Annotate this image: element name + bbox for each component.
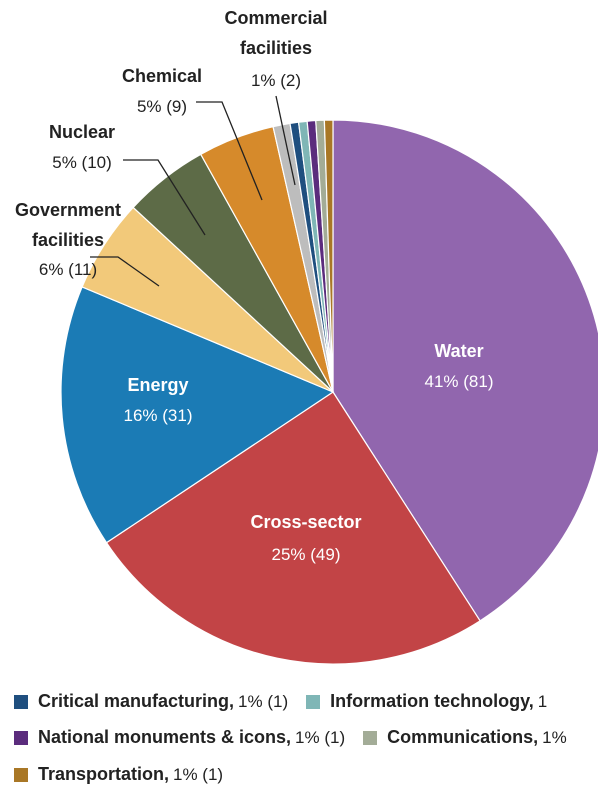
legend-item-critical-manufacturing: Critical manufacturing, 1% (1) xyxy=(14,691,288,712)
pie-slice-energy xyxy=(60,286,335,544)
slice-label-government-facilities-line-1: Government xyxy=(15,200,121,220)
legend-swatch xyxy=(14,730,28,745)
legend-label: National monuments & icons, xyxy=(38,727,292,747)
legend-item-national-monuments-and-icons: National monuments & icons, 1% (1) xyxy=(14,727,345,748)
slice-value-chemical: 5% (9) xyxy=(137,97,187,116)
legend-label: Critical manufacturing, xyxy=(38,691,235,711)
legend-swatch xyxy=(14,694,28,709)
slice-value-government-facilities: 6% (11) xyxy=(39,260,97,279)
legend-value: 1% xyxy=(542,727,567,747)
legend-row: National monuments & icons, 1% (1) Communi… xyxy=(14,727,585,748)
slice-label-cross-sector: Cross-sector xyxy=(250,512,361,532)
legend-item-communications: Communications, 1% xyxy=(363,727,567,748)
slice-label-commercial-facilities-line-1: Commercial xyxy=(224,8,327,28)
pie-slice-cross-sector xyxy=(105,391,481,665)
leader-line-nuclear xyxy=(123,159,206,236)
slice-label-nuclear: Nuclear xyxy=(49,122,115,142)
legend-row: Transportation, 1% (1) xyxy=(14,764,241,785)
slice-value-energy: 16% (31) xyxy=(124,406,193,425)
legend-swatch xyxy=(306,694,321,709)
pie-slice-transportation xyxy=(323,119,334,393)
legend-row: Critical manufacturing, 1% (1) Information… xyxy=(14,691,565,712)
legend-label: Communications, xyxy=(387,727,539,747)
slice-value-cross-sector: 25% (49) xyxy=(272,545,341,564)
legend-value: 1% (1) xyxy=(238,691,289,711)
slice-label-water: Water xyxy=(434,341,483,361)
slice-value-commercial-facilities: 1% (2) xyxy=(251,71,301,90)
legend-swatch xyxy=(14,767,28,782)
leader-line-government-facilities xyxy=(90,256,160,287)
slice-label-energy: Energy xyxy=(127,375,188,395)
legend-value: 1% (1) xyxy=(295,727,346,747)
legend-label: Information technology, xyxy=(330,691,534,711)
legend-value: 1 xyxy=(537,691,548,711)
leader-line-chemical xyxy=(196,101,263,201)
legend-value: 1% (1) xyxy=(173,764,224,784)
pie-slice-water xyxy=(332,119,598,622)
legend-swatch xyxy=(363,730,378,745)
slice-label-commercial-facilities-line-2: facilities xyxy=(240,38,312,58)
slice-value-nuclear: 5% (10) xyxy=(52,153,112,172)
legend-item-information-technology: Information technology, 1 xyxy=(306,691,547,712)
legend-item-transportation: Transportation, 1% (1) xyxy=(14,764,223,785)
legend-label: Transportation, xyxy=(38,764,170,784)
legend: Critical manufacturing, 1% (1) Information… xyxy=(14,0,598,809)
slice-value-water: 41% (81) xyxy=(425,372,494,391)
slice-label-government-facilities-line-2: facilities xyxy=(32,230,104,250)
slice-label-chemical: Chemical xyxy=(122,66,202,86)
leader-line-commercial-facilities xyxy=(275,95,296,186)
